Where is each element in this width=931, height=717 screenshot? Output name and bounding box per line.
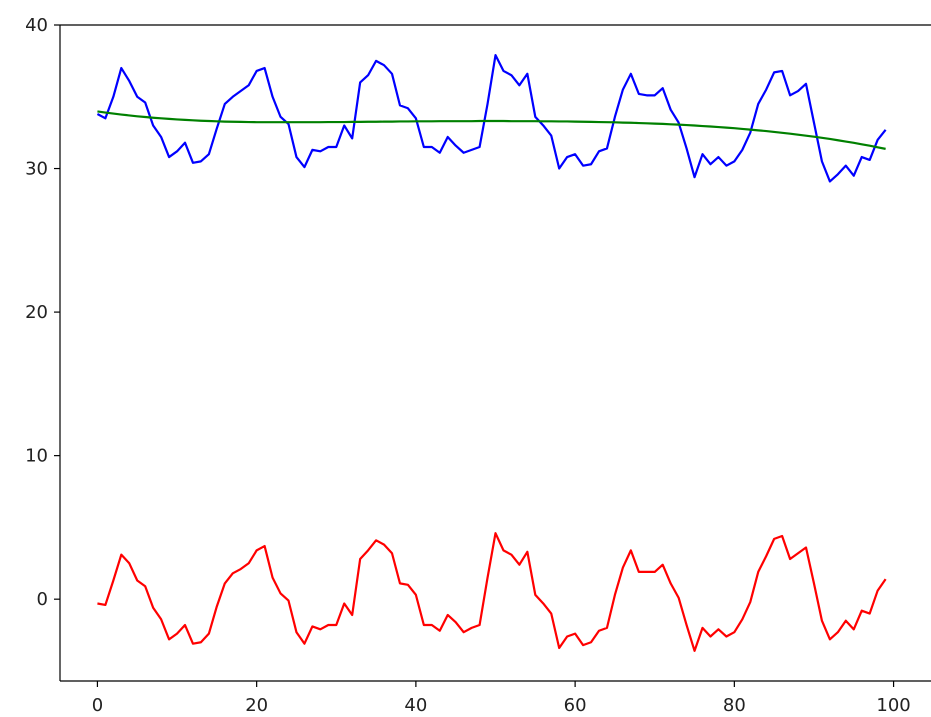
ticks-layer: 0 20 40 60 80 100 0 10 20 30 40 xyxy=(25,15,911,716)
series-line-1 xyxy=(97,532,887,652)
x-tick-label: 80 xyxy=(723,695,746,716)
plot-area xyxy=(60,25,931,681)
x-tick-label: 20 xyxy=(245,695,268,716)
y-tick-label: 40 xyxy=(25,15,48,36)
series-line-2 xyxy=(97,110,886,150)
series-layer xyxy=(96,54,887,652)
axes-layer xyxy=(59,24,931,682)
y-tick-label: 30 xyxy=(25,159,48,180)
y-tick-label: 0 xyxy=(37,589,48,610)
y-tick-label: 10 xyxy=(25,446,48,467)
x-tick-label: 0 xyxy=(92,695,103,716)
x-tick-label: 60 xyxy=(564,695,587,716)
series-line-0 xyxy=(96,54,887,183)
y-tick-label: 20 xyxy=(25,302,48,323)
x-tick-label: 40 xyxy=(404,695,427,716)
x-tick-label: 100 xyxy=(876,695,910,716)
